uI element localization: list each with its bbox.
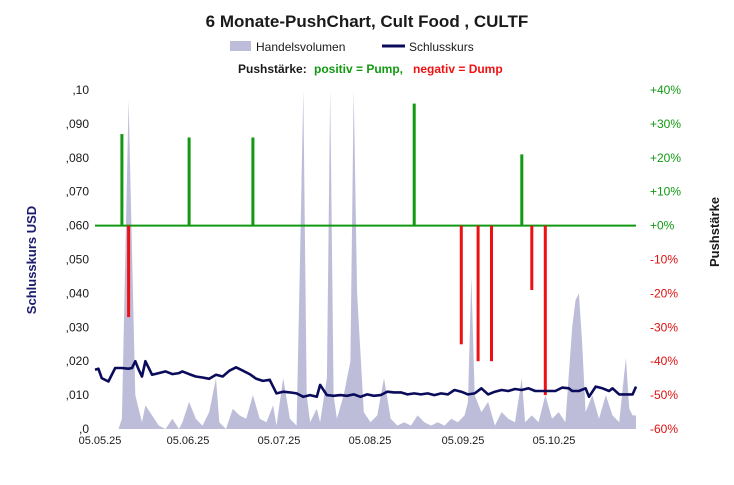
y-right-tick-label: +20% <box>650 151 681 165</box>
dump-bar <box>127 225 131 318</box>
x-tick-label: 05.07.25 <box>258 435 301 447</box>
x-tick-label: 05.10.25 <box>533 435 576 447</box>
y-left-tick-label: ,010 <box>66 388 90 402</box>
y-left-tick-label: ,050 <box>66 253 90 267</box>
volume-layer <box>95 90 636 429</box>
y-right-tick-label: -10% <box>650 253 678 267</box>
dump-bar <box>490 225 493 362</box>
pump-bar <box>412 103 416 226</box>
y-left-tick-label: ,070 <box>66 185 90 199</box>
y-right-tick-label: +40% <box>650 83 681 97</box>
legend-volume-swatch <box>230 41 251 51</box>
y-axis-right-label: Pushstärke <box>707 197 722 267</box>
legend-push-prefix: Pushstärke: <box>238 62 307 76</box>
y-axis-left-label: Schlusskurs USD <box>24 206 39 314</box>
y-left-tick-label: ,080 <box>66 151 90 165</box>
push-bars-layer <box>120 103 547 396</box>
dump-bar <box>476 225 480 362</box>
y-right-tick-label: -20% <box>650 286 678 300</box>
y-left-tick-label: ,0 <box>79 422 89 436</box>
pump-bar <box>187 137 191 226</box>
legend-price-label: Schlusskurs <box>409 40 474 54</box>
y-right-tick-label: +0% <box>650 219 675 233</box>
x-tick-label: 05.09.25 <box>442 435 485 447</box>
x-tick-label: 05.08.25 <box>349 435 392 447</box>
y-right-tick-label: +10% <box>650 185 681 199</box>
y-left-tick-label: ,060 <box>66 219 90 233</box>
pump-bar <box>251 137 255 226</box>
y-right-tick-label: -60% <box>650 422 678 436</box>
y-axis-right-ticks: -60% -50% -40% -30% -20% -10% +0% +10% +20% +30% +… <box>650 83 681 436</box>
x-tick-label: 05.06.25 <box>167 435 210 447</box>
y-right-tick-label: -40% <box>650 354 678 368</box>
price-layer <box>94 359 638 399</box>
dump-bar <box>530 225 534 290</box>
legend-push-positive: positiv = Pump, <box>314 62 403 76</box>
y-left-tick-label: ,030 <box>66 320 90 334</box>
volume-area <box>95 90 636 429</box>
pump-bar <box>120 134 124 226</box>
y-left-tick-label: ,040 <box>66 286 90 300</box>
y-left-tick-label: ,020 <box>66 354 90 368</box>
legend-volume-label: Handelsvolumen <box>256 40 345 54</box>
y-left-tick-label: ,090 <box>66 117 90 131</box>
x-tick-label: 05.05.25 <box>79 435 122 447</box>
pump-bar <box>520 154 524 226</box>
y-axis-left-ticks: ,0 ,010 ,020 ,030 ,040 ,050 ,060 ,070 ,080 ,090 ,1… <box>66 83 90 436</box>
dump-bar <box>543 225 547 396</box>
y-right-tick-label: -50% <box>650 388 678 402</box>
legend-push-negative: negativ = Dump <box>413 62 503 76</box>
y-right-tick-label: +30% <box>650 117 681 131</box>
chart-title: 6 Monate-PushChart, Cult Food , CULTF <box>206 12 529 31</box>
price-line <box>94 359 638 399</box>
y-right-tick-label: -30% <box>650 320 678 334</box>
dump-bar <box>459 225 463 345</box>
x-axis-ticks: 05.05.25 05.06.25 05.07.25 05.08.25 05.09.25… <box>79 435 576 447</box>
y-left-tick-label: ,10 <box>72 83 89 97</box>
